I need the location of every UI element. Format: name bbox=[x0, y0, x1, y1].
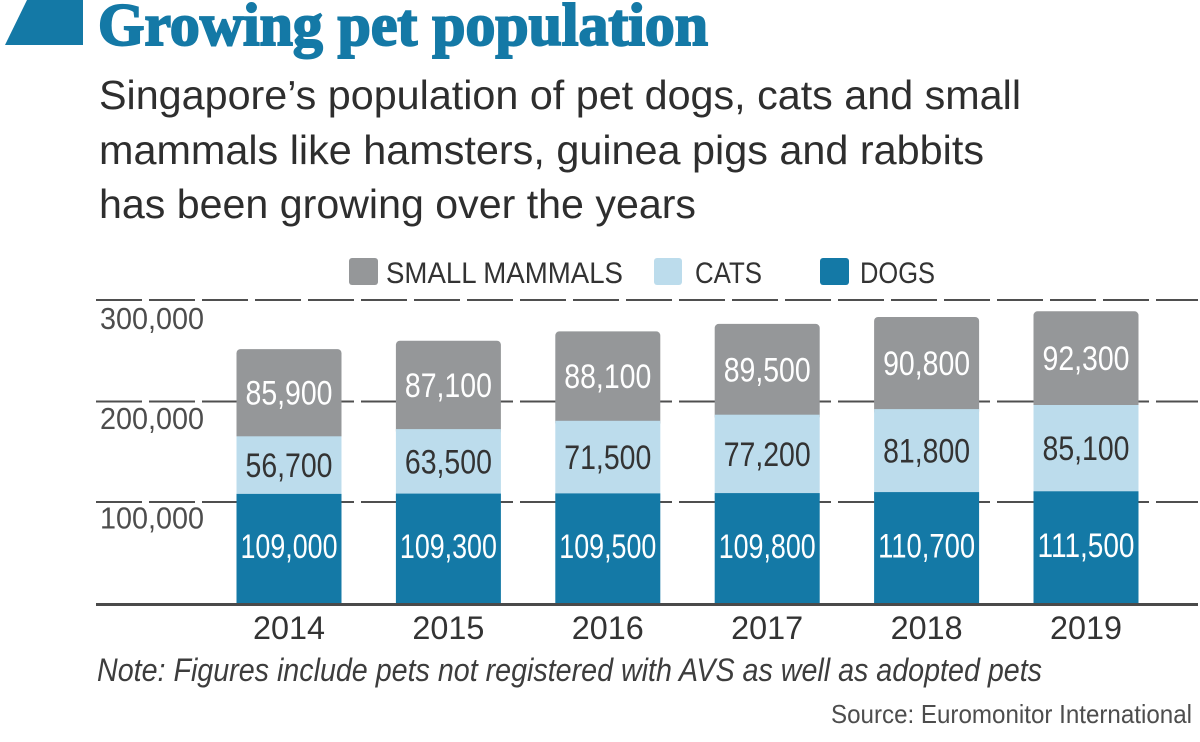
svg-text:110,700: 110,700 bbox=[878, 527, 975, 565]
svg-text:81,800: 81,800 bbox=[883, 433, 970, 471]
svg-text:90,800: 90,800 bbox=[883, 345, 970, 383]
svg-text:Singapore’s population of pet: Singapore’s population of pet dogs, cats… bbox=[99, 72, 1021, 118]
svg-text:111,500: 111,500 bbox=[1038, 527, 1135, 565]
svg-text:Source: Euromonitor Internatio: Source: Euromonitor International bbox=[831, 699, 1192, 729]
svg-text:85,900: 85,900 bbox=[246, 375, 333, 413]
svg-text:92,300: 92,300 bbox=[1043, 340, 1130, 378]
svg-text:CATS: CATS bbox=[695, 257, 762, 290]
svg-text:109,800: 109,800 bbox=[719, 528, 816, 566]
svg-text:Growing pet population: Growing pet population bbox=[98, 0, 708, 58]
svg-text:DOGS: DOGS bbox=[860, 257, 935, 290]
svg-text:100,000: 100,000 bbox=[100, 501, 204, 536]
svg-text:77,200: 77,200 bbox=[724, 436, 811, 474]
svg-text:109,500: 109,500 bbox=[559, 528, 656, 566]
svg-text:87,100: 87,100 bbox=[405, 367, 492, 405]
svg-text:109,000: 109,000 bbox=[241, 528, 338, 566]
svg-text:Note: Figures include pets not: Note: Figures include pets not registere… bbox=[97, 652, 1042, 688]
svg-text:2019: 2019 bbox=[1050, 610, 1122, 646]
svg-text:85,100: 85,100 bbox=[1043, 430, 1130, 468]
svg-text:56,700: 56,700 bbox=[246, 447, 333, 485]
svg-text:109,300: 109,300 bbox=[400, 528, 497, 566]
svg-text:mammals like hamsters, guinea: mammals like hamsters, guinea pigs and r… bbox=[99, 127, 984, 173]
svg-text:SMALL MAMMALS: SMALL MAMMALS bbox=[386, 257, 623, 290]
svg-text:has been growing over the year: has been growing over the years bbox=[99, 181, 696, 227]
svg-text:88,100: 88,100 bbox=[564, 358, 651, 396]
svg-text:300,000: 300,000 bbox=[100, 301, 204, 336]
svg-text:2016: 2016 bbox=[572, 610, 644, 646]
svg-text:89,500: 89,500 bbox=[724, 351, 811, 389]
svg-text:63,500: 63,500 bbox=[405, 443, 492, 481]
svg-text:2017: 2017 bbox=[731, 610, 803, 646]
svg-text:200,000: 200,000 bbox=[100, 401, 204, 436]
svg-text:2014: 2014 bbox=[253, 610, 325, 646]
svg-text:2015: 2015 bbox=[412, 610, 484, 646]
svg-text:2018: 2018 bbox=[891, 610, 963, 646]
svg-text:71,500: 71,500 bbox=[564, 439, 651, 477]
